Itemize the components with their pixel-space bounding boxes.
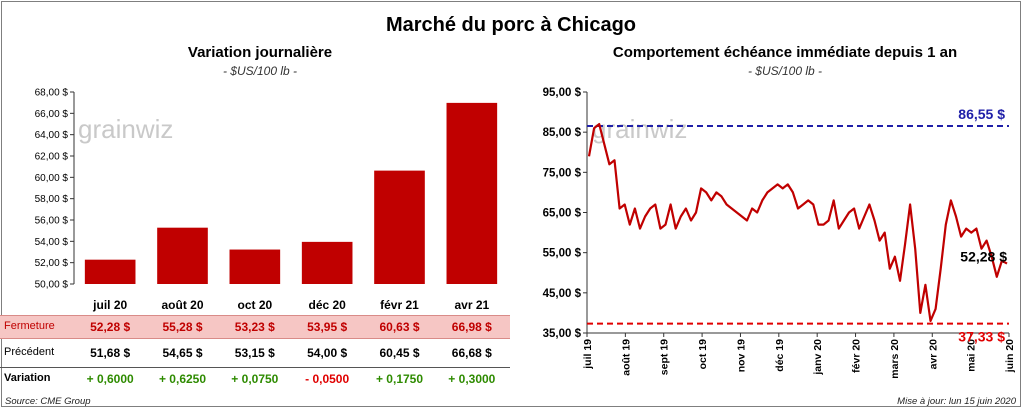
table-cell: 53,23 $ (234, 320, 275, 334)
y-tick-label: 60,00 $ (35, 173, 69, 184)
x-tick-label: août 19 (620, 339, 632, 376)
update-note: Mise à jour: lun 15 juin 2020 (897, 396, 1016, 407)
y-tick-label: 52,00 $ (35, 258, 69, 269)
last-value-label: 52,28 $ (960, 249, 1007, 265)
bar (229, 249, 281, 284)
y-tick-label: 50,00 $ (35, 280, 69, 291)
row-label-previous: Précédent (4, 346, 55, 358)
x-tick-label: mai 20 (966, 339, 978, 372)
page-title: Marché du porc à Chicago (385, 14, 637, 36)
bar (301, 241, 353, 284)
price-line (587, 122, 1008, 322)
y-tick-label: 54,00 $ (35, 237, 69, 248)
line-chart: grainwiz 35,00 $ 45,00 $ 55,00 $ 65,00 $ 75,… (543, 87, 1016, 379)
x-tick-label: janv 20 (812, 339, 824, 376)
x-tick-label: avr 20 (927, 339, 939, 370)
x-tick-label: juil 19 (582, 339, 594, 370)
low-reference-label: 37,33 $ (958, 329, 1005, 345)
table-cell: 53,15 $ (234, 346, 275, 360)
left-panel-subtitle: - $US/100 lb - (222, 64, 298, 78)
y-tick-label: 58,00 $ (35, 194, 69, 205)
table-cell: + 0,6000 (86, 372, 134, 386)
y-tick-label: 85,00 $ (543, 127, 582, 139)
table-cell: 66,98 $ (451, 320, 492, 334)
x-tick-label: oct 20 (237, 298, 272, 312)
table-cell: 66,68 $ (451, 346, 492, 360)
watermark: grainwiz (78, 114, 173, 144)
y-tick-label: 56,00 $ (35, 216, 69, 227)
x-tick-label: mars 20 (889, 339, 901, 379)
x-tick-label: juin 20 (1004, 339, 1016, 373)
table-cell: + 0,0750 (231, 372, 279, 386)
bar (157, 227, 208, 284)
y-tick-label: 66,00 $ (35, 109, 69, 120)
table-cell: 52,28 $ (90, 320, 131, 334)
y-tick-label: 95,00 $ (543, 87, 582, 99)
table-cell: 51,68 $ (90, 346, 131, 360)
bar (374, 170, 425, 284)
table-cell: 53,95 $ (307, 320, 348, 334)
bar (446, 102, 498, 284)
table-cell: - 0,0500 (305, 372, 350, 386)
x-tick-label: déc 19 (774, 339, 786, 372)
y-tick-label: 65,00 $ (543, 208, 582, 220)
y-tick-label: 55,00 $ (543, 248, 582, 260)
table-cell: + 0,1750 (375, 372, 424, 386)
table-cell: + 0,6250 (158, 372, 207, 386)
bar-chart: grainwiz 50,00 $ 52,00 $ 54,00 $ 56,00 $ 58,… (35, 88, 498, 312)
x-tick-label: févr 20 (851, 339, 863, 373)
x-tick-label: sept 19 (659, 339, 671, 375)
table-row-close: Fermeture 52,28 $ 55,28 $ 53,23 $ 53,95 $ 60… (0, 315, 510, 339)
high-reference-label: 86,55 $ (958, 106, 1005, 122)
row-label-change: Variation (4, 372, 51, 384)
table-cell: 60,63 $ (379, 320, 420, 334)
x-tick-label: août 20 (161, 298, 203, 312)
y-tick-label: 62,00 $ (35, 152, 69, 163)
x-tick-label: févr 21 (380, 298, 419, 312)
right-panel-title: Comportement échéance immédiate depuis 1… (612, 44, 958, 61)
x-tick-label: déc 20 (308, 298, 346, 312)
y-tick-label: 35,00 $ (543, 328, 582, 340)
y-tick-label: 45,00 $ (543, 288, 582, 300)
table-cell: 54,65 $ (162, 346, 203, 360)
row-label-close: Fermeture (4, 320, 55, 332)
y-tick-label: 68,00 $ (35, 88, 69, 99)
table-row-previous: Précédent 51,68 $ 54,65 $ 53,15 $ 54,00 $ 60… (0, 342, 510, 364)
left-panel-title: Variation journalière (187, 44, 333, 61)
bar (84, 259, 136, 284)
table-cell: 60,45 $ (379, 346, 420, 360)
source-note: Source: CME Group (5, 396, 91, 407)
table-row-change: Variation + 0,6000 + 0,6250 + 0,0750 - 0,05… (0, 367, 510, 390)
table-cell: 54,00 $ (307, 346, 348, 360)
price-table: Fermeture 52,28 $ 55,28 $ 53,23 $ 53,95 $ 60… (0, 314, 512, 394)
x-tick-label: nov 19 (735, 339, 747, 372)
y-tick-label: 64,00 $ (35, 130, 69, 141)
table-cell: 55,28 $ (162, 320, 203, 334)
y-tick-label: 75,00 $ (543, 167, 582, 179)
x-tick-label: avr 21 (454, 298, 489, 312)
x-tick-label: juil 20 (92, 298, 127, 312)
x-tick-label: oct 19 (697, 339, 709, 370)
watermark: grainwiz (592, 114, 687, 144)
table-cell: + 0,3000 (448, 372, 496, 386)
right-panel-subtitle: - $US/100 lb - (747, 64, 823, 78)
